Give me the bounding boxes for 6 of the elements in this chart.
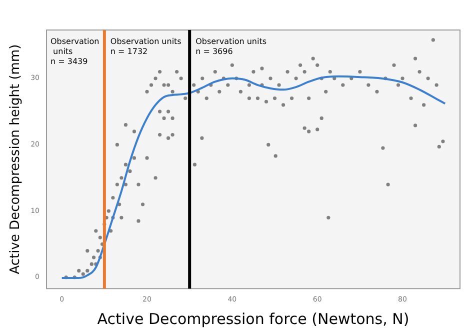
annotation: Observation units n = 1732 — [110, 37, 182, 56]
annotation: Observation units n = 3439 — [50, 37, 100, 66]
x-axis-title: Active Decompression force (Newtons, N) — [97, 310, 410, 328]
y-axis-title: Active Decompression height (mm) — [8, 44, 24, 274]
line-series — [60, 75, 446, 279]
annotation: Observation units n = 3696 — [196, 37, 267, 56]
